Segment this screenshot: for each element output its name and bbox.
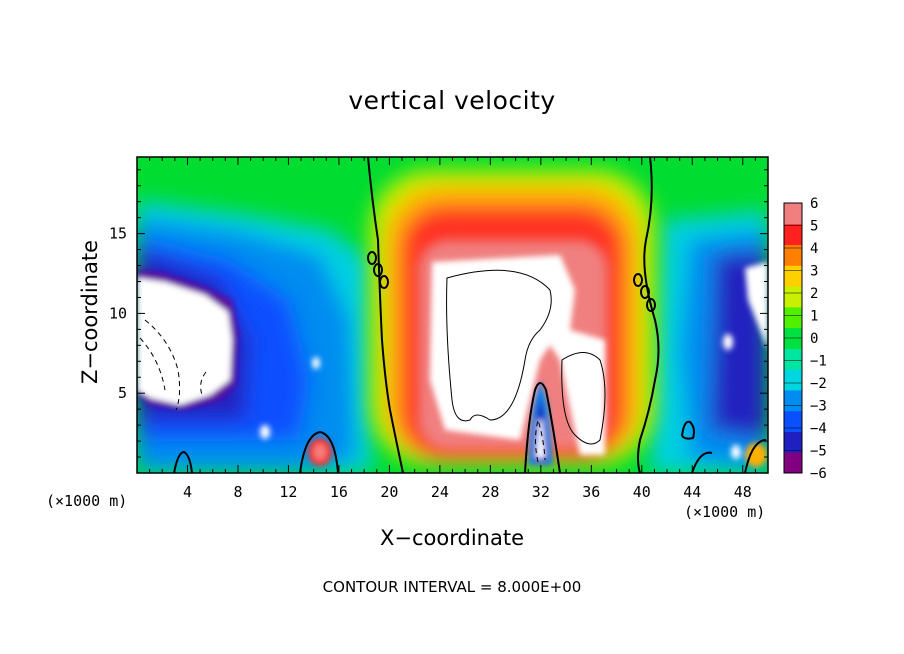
x-tick-label: 16 <box>330 483 348 501</box>
colorbar-swatch <box>784 306 802 329</box>
colorbar-frame <box>783 202 803 474</box>
x-tick-labels: 4 8 12 16 20 24 28 32 36 40 44 48 <box>183 483 752 501</box>
colorbar-swatch <box>784 410 802 432</box>
colorbar-swatch <box>784 348 802 370</box>
colorbar-tick-label: 6 <box>810 196 818 212</box>
x-tick-label: 32 <box>532 483 550 501</box>
x-unit-label-right: (×1000 m) <box>684 503 766 521</box>
x-tick-label: 20 <box>380 483 398 501</box>
x-tick-label: 48 <box>734 483 752 501</box>
colorbar-tick-label: 0 <box>810 331 818 347</box>
colorbar-swatch <box>784 244 802 266</box>
x-tick-label: 8 <box>233 483 242 501</box>
colorbar-tick-label: −4 <box>810 421 827 437</box>
x-tick-label: 44 <box>683 483 701 501</box>
colorbar-tick-label: −6 <box>810 466 827 482</box>
colorbar-tick-label: −5 <box>810 444 827 460</box>
x-tick-label: 24 <box>431 483 449 501</box>
colorbar-tick-labels: 6 5 4 3 2 1 0 −1 −2 −3 −4 −5 −6 <box>810 196 827 482</box>
colorbar-swatch <box>784 389 802 412</box>
x-ticks <box>149 157 756 473</box>
y-tick-label: 10 <box>109 304 127 322</box>
colorbar-tick-label: −2 <box>810 376 827 392</box>
x-tick-label: 40 <box>633 483 651 501</box>
colorbar-tick-label: 3 <box>810 264 818 280</box>
contour-interval-note: CONTOUR INTERVAL = 8.000E+00 <box>322 578 582 596</box>
colorbar-swatch <box>784 223 802 246</box>
colorbar-tick-label: 1 <box>810 309 818 325</box>
velocity-field <box>137 157 768 473</box>
x-unit-label-left: (×1000 m) <box>46 492 128 510</box>
colorbar-swatch <box>784 286 802 308</box>
colorbar-swatch <box>784 203 802 225</box>
x-tick-label: 12 <box>279 483 297 501</box>
colorbar-tick-label: −3 <box>810 399 827 415</box>
y-tick-label: 5 <box>118 384 127 402</box>
colorbar-tick-label: 4 <box>810 241 818 257</box>
y-tick-label: 15 <box>109 225 127 243</box>
colorbar-swatch <box>784 431 802 453</box>
y-tick-labels: 5 10 15 <box>109 225 127 403</box>
x-tick-label: 36 <box>582 483 600 501</box>
x-tick-label: 4 <box>183 483 192 501</box>
colorbar-swatch <box>784 265 802 287</box>
y-ticks <box>137 169 768 458</box>
colorbar <box>784 202 802 474</box>
colorbar-swatch <box>784 452 802 474</box>
y-axis-label: Z−coordinate <box>78 240 102 384</box>
x-tick-label: 28 <box>481 483 499 501</box>
colorbar-tick-label: 5 <box>810 219 818 235</box>
x-axis-label: X−coordinate <box>380 526 524 550</box>
chart-title: vertical velocity <box>348 86 556 115</box>
colorbar-tick-label: −1 <box>810 354 827 370</box>
colorbar-swatch <box>784 369 802 391</box>
colorbar-tick-label: 2 <box>810 286 818 302</box>
